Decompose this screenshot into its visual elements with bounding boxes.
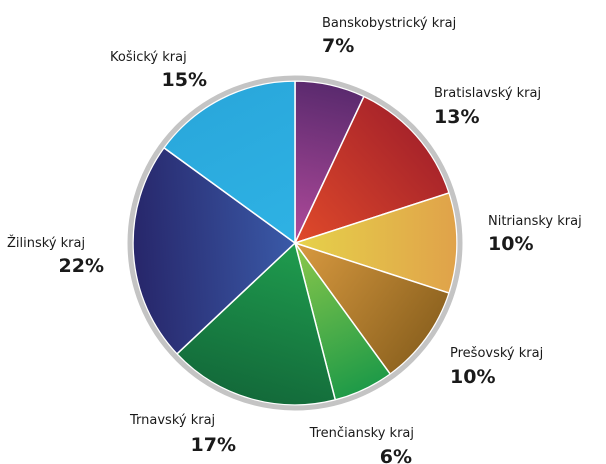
slice-label: Trenčiansky kraj <box>309 426 414 441</box>
pie-slice <box>175 241 337 406</box>
slice-label: Prešovský kraj <box>450 346 543 361</box>
slice-label: Nitriansky kraj <box>488 214 582 229</box>
slice-label: Bratislavský kraj <box>434 86 541 101</box>
pie-outline <box>127 75 463 411</box>
slice-percent-label: 22% <box>59 255 104 277</box>
pie-slice <box>162 80 296 245</box>
slice-label: Trnavský kraj <box>129 413 215 428</box>
slice-label: Košický kraj <box>110 50 187 65</box>
slice-percent-label: 17% <box>191 434 236 456</box>
slice-label: Žilinský kraj <box>7 235 85 251</box>
slice-percent-label: 6% <box>380 446 412 464</box>
slice-percent-label: 13% <box>434 106 479 128</box>
slice-label: Banskobystrický kraj <box>322 16 456 31</box>
slice-percent-label: 10% <box>488 233 533 255</box>
pie-slice <box>293 95 451 245</box>
slice-percent-label: 15% <box>162 69 207 91</box>
pie-slice <box>132 146 297 355</box>
pie-slice <box>293 241 451 376</box>
pie-slice <box>292 191 458 295</box>
slice-percent-label: 7% <box>322 35 354 57</box>
slice-percent-label: 10% <box>450 366 495 388</box>
